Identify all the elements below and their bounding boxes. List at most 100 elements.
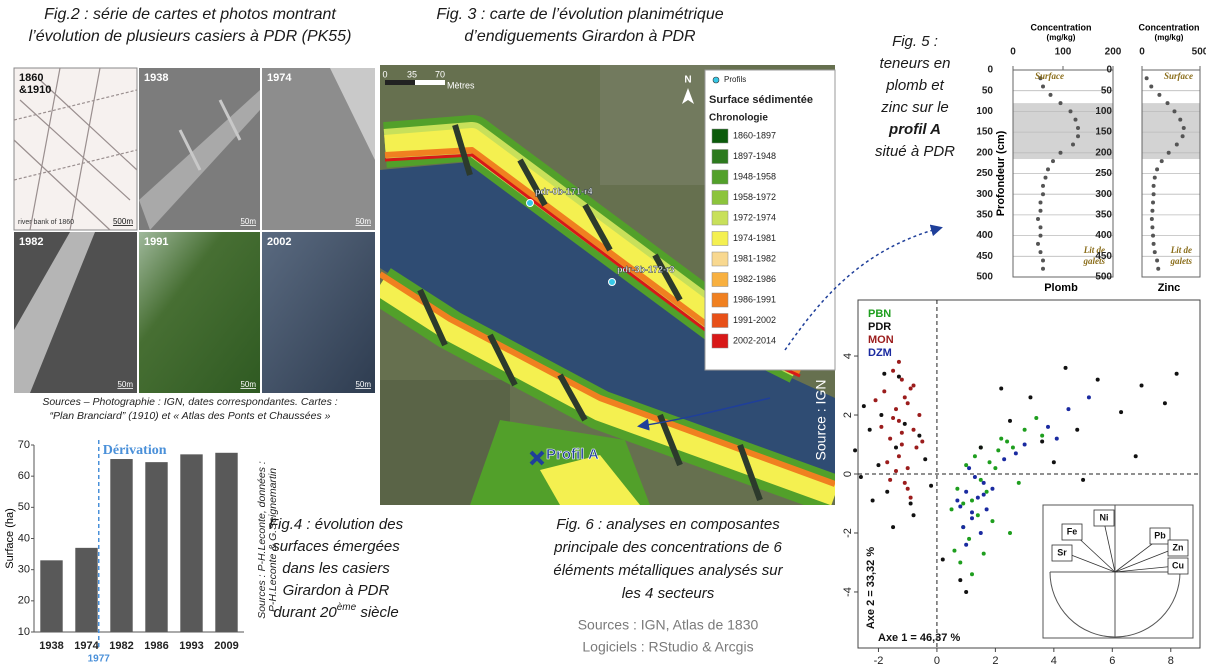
scatter-point [970,516,974,520]
fig5-caption: teneurs en [880,55,951,72]
scatter-point [985,490,989,494]
scatter-point [964,590,968,594]
scatter-point [999,386,1003,390]
legend-entry: 1897-1948 [733,151,776,161]
page: Figures PDR html, body { margin: 0; padd… [0,0,1206,671]
profile-title: Concentration [1138,22,1199,32]
scatter-point [961,501,965,505]
scatter-point [988,460,992,464]
legend-entry: 1991-2002 [733,315,776,325]
fig4-caption: durant 20ème siècle [273,602,398,621]
legend-swatch [712,129,728,143]
legend-profils: Profils [724,75,746,84]
profile-title: Concentration [1030,22,1091,32]
profile-subtitle: (mg/kg) [1047,33,1076,42]
y-tick-label: 70 [18,439,30,451]
scatter-point [1055,437,1059,441]
y-tick-label: 250 [976,168,993,179]
scatter-point [993,466,997,470]
profile-legend-dot [713,77,719,83]
scatter-point [961,525,965,529]
profile-point [1039,234,1043,238]
scatter-point [985,507,989,511]
x-axis-label: Axe 1 = 46,37 % [878,632,960,644]
scatter-point [1017,481,1021,485]
scatter-point [909,496,913,500]
legend-entry: 1972-1974 [733,212,776,222]
photo-year: &1910 [19,84,51,96]
scatter-point [882,372,886,376]
scatter-point [1014,451,1018,455]
y-tick-label: -4 [842,587,854,597]
scatter-point [1008,531,1012,535]
legend-swatch [712,273,728,287]
profile-x-label: Plomb [1044,282,1078,294]
scatter-point [1134,454,1138,458]
profile-point [1076,126,1080,130]
circle-shape [527,200,534,207]
scatter-point [914,445,918,449]
legend-entry: 1958-1972 [733,192,776,202]
x-tick-label: 0 [934,655,940,667]
legend-entry: MON [868,334,894,346]
bar [145,462,167,632]
scatter-point [879,413,883,417]
scatter-point [909,386,913,390]
legend-swatch [712,252,728,266]
profile-point [1041,192,1045,196]
scatter-point [894,469,898,473]
legend-entry: 1974-1981 [733,233,776,243]
scatter-point [929,484,933,488]
profile-point [1044,176,1048,180]
scatter-point [879,425,883,429]
x-tick-label: 1986 [144,640,168,652]
y-tick-label: -2 [842,528,854,538]
profile-point [1041,184,1045,188]
x-tick-label: 0 [1010,47,1016,58]
photo-scale: 500m [113,217,133,226]
fig6-sources: Logiciels : RStudio & Arcgis [582,639,753,655]
scatter-point [903,481,907,485]
x-tick-label: 6 [1109,655,1115,667]
scatter-point [891,416,895,420]
y-tick-label: 300 [1095,189,1112,200]
scatter-point [1119,410,1123,414]
variable-label: Sr [1057,547,1067,557]
scatter-point [958,560,962,564]
scatter-point [891,369,895,373]
y-tick-label: 20 [18,595,30,607]
scatter-point [885,490,889,494]
scatter-point [900,443,904,447]
y-tick-label: 0 [842,471,854,477]
y-tick-label: 200 [976,147,993,158]
legend-entry: PBN [868,308,891,320]
y-tick-label: 350 [1095,210,1112,221]
photo-scale: 50m [355,380,371,389]
x-tick-label: 1982 [109,640,133,652]
scatter-point [973,475,977,479]
profile-point [1149,85,1153,89]
profile-point [1178,118,1182,122]
scatter-point [999,437,1003,441]
y-axis-label: Axe 2 = 33,32 % [865,547,877,629]
scatter-point [909,501,913,505]
y-tick-label: 50 [1101,85,1113,96]
profile-point [1182,126,1186,130]
x-tick-label: 1993 [179,640,203,652]
scatter-point [982,552,986,556]
scatter-point [912,428,916,432]
profile-point [1181,134,1185,138]
photo-year: 1860 [19,72,43,84]
scatter-point [906,401,910,405]
scatter-point [982,493,986,497]
profile-point [1166,101,1170,105]
scatter-point [897,360,901,364]
legend-entry: 1860-1897 [733,130,776,140]
variable-label: Fe [1067,526,1078,536]
profile-point [1172,109,1176,113]
scatter-point [853,448,857,452]
scatter-point [976,496,980,500]
scatter-point [976,513,980,517]
y-tick-label: 30 [18,564,30,576]
profile-point [1039,209,1043,213]
